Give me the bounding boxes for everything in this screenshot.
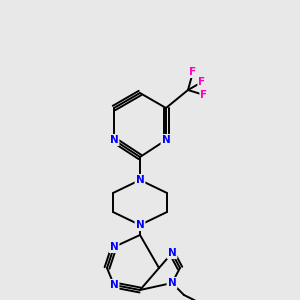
Text: F: F bbox=[189, 67, 197, 77]
Text: N: N bbox=[110, 242, 118, 252]
Text: N: N bbox=[110, 280, 118, 290]
Text: N: N bbox=[168, 248, 176, 258]
Text: N: N bbox=[168, 278, 176, 288]
Text: N: N bbox=[136, 220, 144, 230]
Text: F: F bbox=[198, 77, 206, 87]
Text: N: N bbox=[110, 135, 118, 145]
Text: N: N bbox=[136, 175, 144, 185]
Text: N: N bbox=[162, 135, 170, 145]
Text: F: F bbox=[200, 90, 208, 100]
